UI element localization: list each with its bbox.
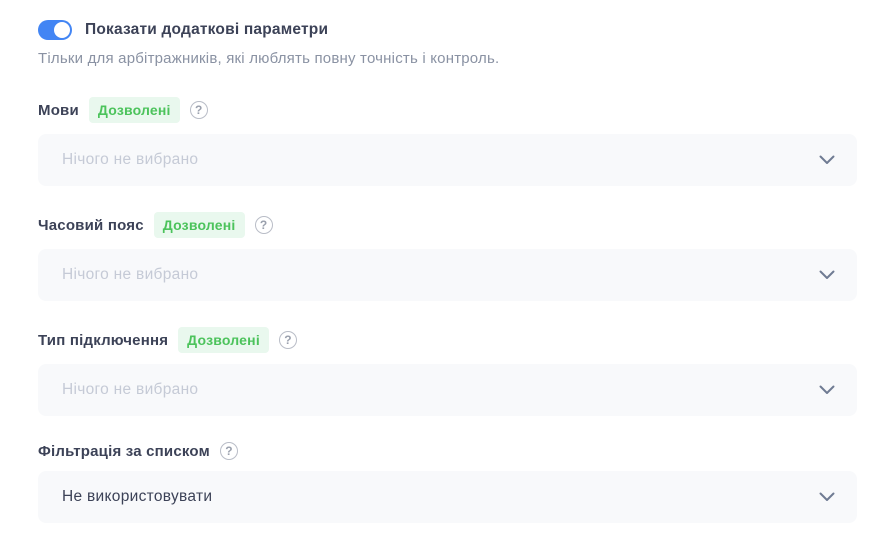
field-label-row: Фільтрація за списком ?	[38, 442, 857, 460]
field-label-row: Часовий пояс Дозволені ?	[38, 212, 857, 238]
field-label: Тип підключення	[38, 331, 169, 349]
select-value: Не використовувати	[62, 488, 213, 505]
field-group: Фільтрація за списком ? Не використовува…	[38, 442, 857, 523]
chevron-down-icon	[819, 270, 835, 280]
select-value: Нічого не вибрано	[62, 381, 199, 398]
help-icon[interactable]: ?	[278, 331, 297, 349]
select-dropdown[interactable]: Нічого не вибрано	[38, 134, 857, 186]
allowed-badge: Дозволені	[153, 212, 245, 238]
select-dropdown[interactable]: Нічого не вибрано	[38, 364, 857, 416]
help-icon[interactable]: ?	[219, 442, 238, 460]
chevron-down-icon	[819, 385, 835, 395]
allowed-badge: Дозволені	[178, 327, 269, 353]
chevron-down-icon	[819, 492, 835, 502]
field-label-row: Мови Дозволені ?	[38, 97, 857, 123]
chevron-down-icon	[819, 155, 835, 165]
advanced-settings-subtitle: Тільки для арбітражників, які люблять по…	[38, 50, 500, 67]
field-group: Мови Дозволені ? Нічого не вибрано	[38, 97, 857, 186]
show-advanced-toggle-row: Показати додаткові параметри	[38, 20, 857, 40]
toggle-knob	[54, 22, 70, 38]
show-advanced-toggle-label: Показати додаткові параметри	[85, 21, 329, 38]
field-label: Часовий пояс	[38, 216, 144, 234]
field-group: Часовий пояс Дозволені ? Нічого не вибра…	[38, 212, 857, 301]
field-label: Фільтрація за списком	[38, 442, 210, 460]
select-dropdown[interactable]: Нічого не вибрано	[38, 249, 857, 301]
field-group: Тип підключення Дозволені ? Нічого не ви…	[38, 327, 857, 416]
select-dropdown[interactable]: Не використовувати	[38, 471, 857, 523]
help-icon[interactable]: ?	[189, 101, 208, 119]
select-value: Нічого не вибрано	[62, 151, 199, 168]
select-value: Нічого не вибрано	[62, 266, 199, 283]
show-advanced-toggle[interactable]	[38, 20, 72, 40]
help-icon[interactable]: ?	[254, 216, 273, 234]
allowed-badge: Дозволені	[88, 97, 180, 123]
field-label: Мови	[38, 101, 79, 119]
field-label-row: Тип підключення Дозволені ?	[38, 327, 857, 353]
fields-container: Мови Дозволені ? Нічого не вибрано Часов…	[38, 97, 857, 523]
